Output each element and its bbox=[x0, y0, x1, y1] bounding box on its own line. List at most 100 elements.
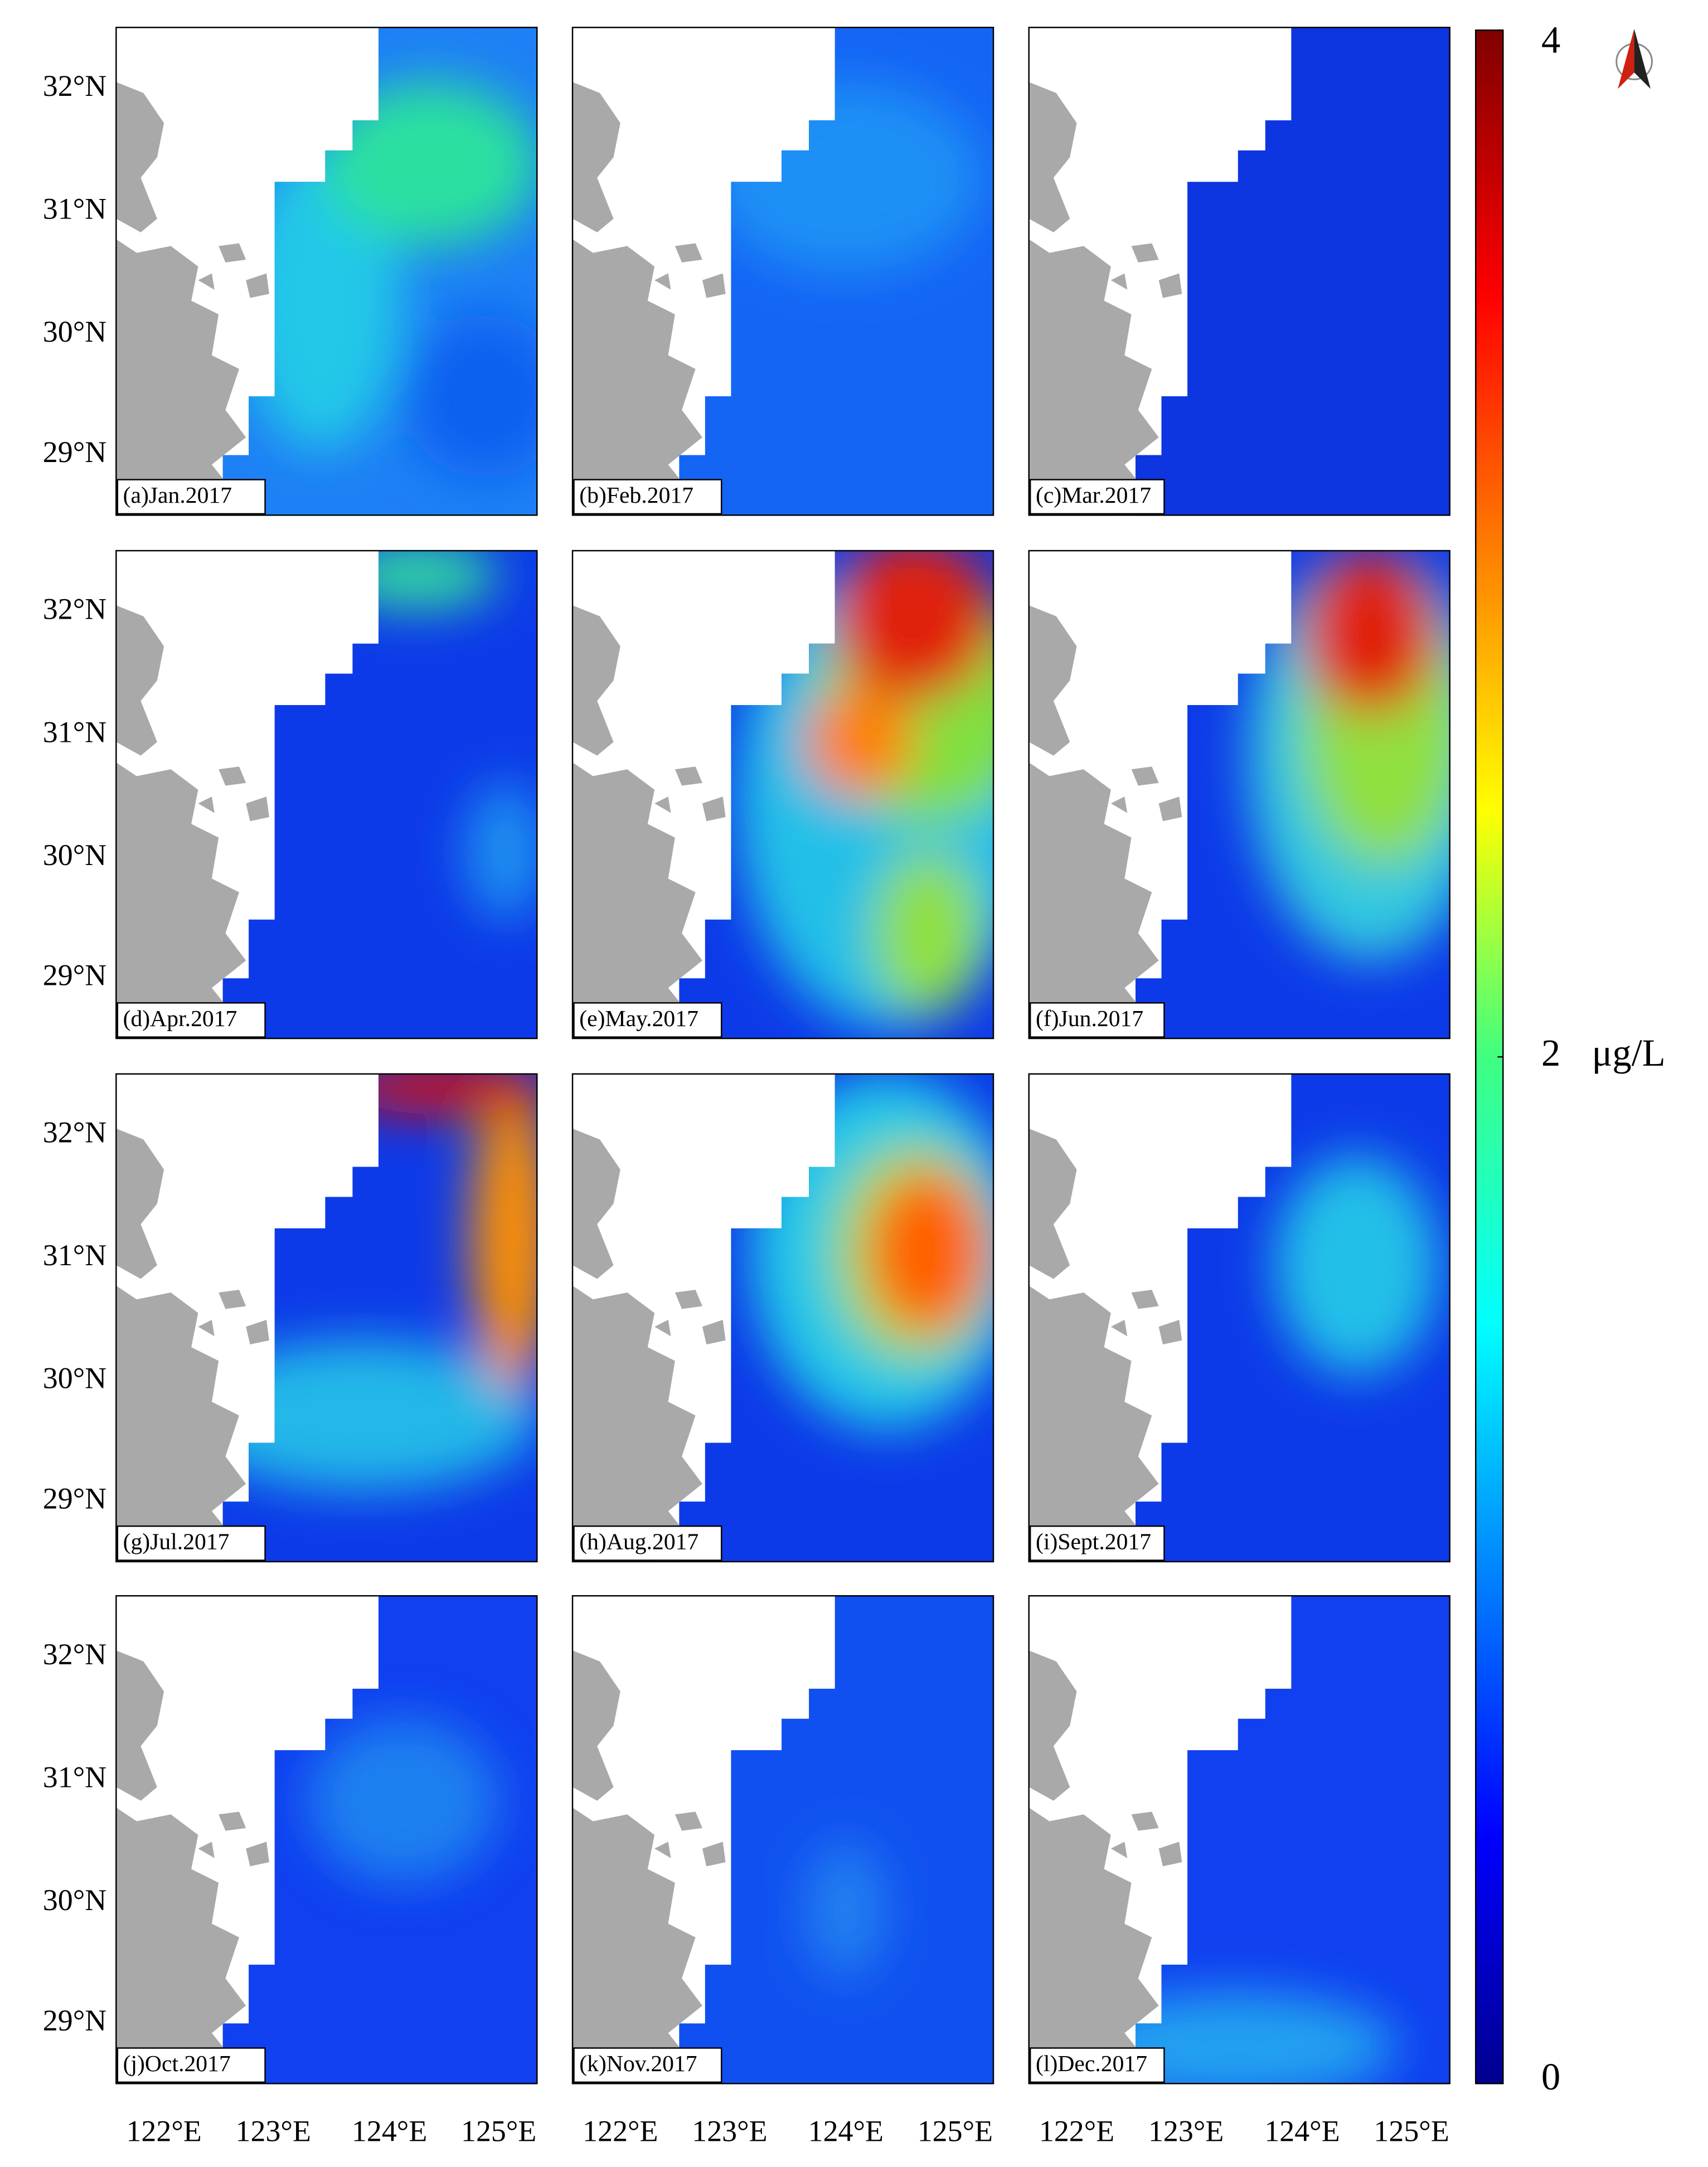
land bbox=[1028, 1808, 1159, 2084]
land bbox=[572, 605, 620, 756]
land bbox=[219, 766, 246, 786]
panel-label: (c)Mar.2017 bbox=[1036, 483, 1151, 508]
label-box bbox=[1029, 1525, 1165, 1561]
panel-frame bbox=[1028, 1073, 1450, 1563]
land bbox=[572, 762, 702, 1039]
lon-tick-label: 125°E bbox=[461, 2114, 536, 2147]
land bbox=[116, 762, 246, 1039]
panel-label: (g)Jul.2017 bbox=[123, 1529, 230, 1555]
map-panel: (h)Aug.2017 bbox=[571, 1073, 994, 1563]
land bbox=[1158, 273, 1182, 298]
lat-tick-label: 31°N bbox=[43, 715, 106, 749]
colorbar-unit: μg/L bbox=[1592, 1032, 1666, 1074]
field-blobs bbox=[750, 1073, 994, 1430]
land bbox=[219, 243, 246, 263]
land bbox=[572, 1808, 702, 2084]
panel-label: (d)Apr.2017 bbox=[123, 1006, 237, 1032]
land bbox=[702, 1842, 726, 1867]
lon-tick-label: 123°E bbox=[236, 2114, 311, 2147]
field-blobs bbox=[804, 1842, 887, 1979]
colorbar-tick-label: 0 bbox=[1541, 2056, 1560, 2098]
land bbox=[246, 796, 269, 822]
label-box bbox=[117, 479, 266, 515]
panel-frame bbox=[115, 1073, 538, 1563]
lat-tick-label: 31°N bbox=[43, 1238, 106, 1272]
label-box bbox=[1029, 479, 1165, 515]
lat-tick-label: 29°N bbox=[43, 2004, 106, 2037]
land bbox=[219, 1290, 246, 1309]
lon-tick-label: 125°E bbox=[1374, 2114, 1449, 2147]
colorbar-tick-label: 2 bbox=[1541, 1032, 1560, 1074]
land bbox=[1110, 796, 1128, 813]
land bbox=[1110, 1320, 1128, 1337]
lat-tick-label: 31°N bbox=[43, 1760, 106, 1794]
lon-tick-label: 124°E bbox=[808, 2114, 884, 2147]
land bbox=[116, 1128, 164, 1279]
panel-label: (h)Aug.2017 bbox=[579, 1529, 698, 1555]
concentration-field bbox=[222, 27, 537, 516]
panel-label: (l)Dec.2017 bbox=[1036, 2051, 1147, 2077]
land bbox=[1131, 243, 1159, 263]
land bbox=[572, 1128, 620, 1279]
field-blob bbox=[709, 82, 983, 274]
panel-frame bbox=[115, 1595, 538, 2085]
field-blobs bbox=[709, 82, 983, 274]
land bbox=[116, 605, 164, 756]
label-box bbox=[1029, 2047, 1165, 2083]
land bbox=[1158, 1320, 1182, 1345]
concentration-field bbox=[222, 1596, 537, 2084]
field-blob bbox=[832, 551, 994, 701]
land bbox=[198, 273, 215, 290]
field-blob bbox=[866, 1169, 989, 1334]
label-box bbox=[573, 1002, 722, 1038]
panel-label: (a)Jan.2017 bbox=[123, 483, 232, 508]
land bbox=[198, 796, 215, 813]
panel-frame bbox=[571, 1073, 994, 1563]
land bbox=[1158, 1842, 1182, 1867]
concentration-field bbox=[1135, 1073, 1450, 1562]
land bbox=[1131, 766, 1159, 786]
lat-tick-label: 31°N bbox=[43, 192, 106, 226]
panel-frame bbox=[115, 26, 538, 516]
land bbox=[1028, 1128, 1077, 1279]
land bbox=[675, 1811, 702, 1831]
panel-frame bbox=[1028, 1595, 1450, 2085]
lat-tick-label: 30°N bbox=[43, 1362, 106, 1395]
land bbox=[246, 273, 269, 298]
land bbox=[1028, 1650, 1077, 1801]
lon-tick-label: 124°E bbox=[352, 2114, 427, 2147]
land bbox=[1131, 1811, 1159, 1831]
lon-tick-label: 122°E bbox=[583, 2114, 658, 2147]
panel-frame bbox=[571, 1595, 994, 2085]
lat-tick-label: 30°N bbox=[43, 315, 106, 348]
field-blobs bbox=[1274, 1155, 1439, 1375]
label-box bbox=[117, 2047, 266, 2083]
panel-frame bbox=[115, 550, 538, 1039]
lat-tick-label: 32°N bbox=[43, 69, 106, 103]
field-blob bbox=[804, 1842, 887, 1979]
label-box bbox=[117, 1525, 266, 1561]
map-panel: (j)Oct.2017 bbox=[115, 1595, 538, 2085]
land bbox=[702, 273, 726, 298]
lon-tick-label: 122°E bbox=[126, 2114, 201, 2147]
lat-tick-label: 32°N bbox=[43, 592, 106, 626]
lat-tick-label: 29°N bbox=[43, 1481, 106, 1515]
land bbox=[116, 1650, 164, 1801]
field-blob bbox=[471, 1087, 537, 1388]
field-blob bbox=[334, 1073, 537, 1115]
lat-tick-label: 32°N bbox=[43, 1638, 106, 1671]
north-arrow bbox=[1615, 28, 1653, 89]
map-panel: (g)Jul.2017 bbox=[115, 1073, 538, 1563]
land bbox=[654, 796, 671, 813]
label-box bbox=[573, 479, 722, 515]
panel-label: (k)Nov.2017 bbox=[579, 2051, 697, 2077]
land bbox=[675, 243, 702, 263]
panel-label: (f)Jun.2017 bbox=[1036, 1006, 1143, 1032]
land bbox=[116, 1285, 246, 1562]
panel-frame bbox=[1028, 550, 1450, 1039]
land bbox=[1028, 239, 1159, 516]
land bbox=[1131, 1290, 1159, 1309]
lat-tick-label: 30°N bbox=[43, 838, 106, 872]
land bbox=[702, 1320, 726, 1345]
map-panel: (d)Apr.2017 bbox=[115, 550, 538, 1039]
